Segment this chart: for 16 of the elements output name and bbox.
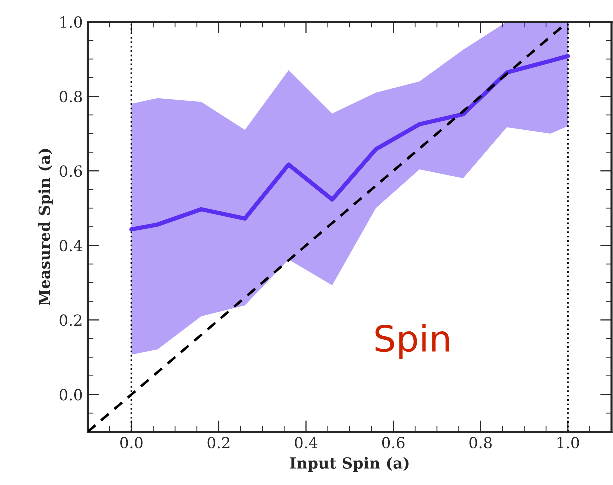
x-tick-label: 0.0 bbox=[120, 437, 143, 449]
x-tick-label: 0.4 bbox=[295, 437, 318, 449]
y-tick-label: 0.8 bbox=[60, 91, 82, 103]
y-tick-label: 0.0 bbox=[60, 389, 82, 401]
x-axis-title: Input Spin (a) bbox=[290, 457, 409, 472]
y-axis-title: Measured Spin (a) bbox=[38, 149, 54, 306]
line-series bbox=[130, 54, 570, 232]
y-tick-label: 0.4 bbox=[60, 240, 82, 252]
y-tick-label: 0.6 bbox=[60, 166, 82, 178]
x-tick-label: 0.8 bbox=[470, 437, 492, 449]
x-tick-label: 0.2 bbox=[208, 437, 230, 449]
x-tick-label: 0.6 bbox=[382, 437, 405, 449]
annotation: Spin bbox=[376, 324, 450, 360]
y-tick-label: 1.0 bbox=[60, 16, 82, 28]
y-tick-label: 0.2 bbox=[60, 314, 82, 326]
x-tick-label: 1.0 bbox=[558, 437, 580, 449]
